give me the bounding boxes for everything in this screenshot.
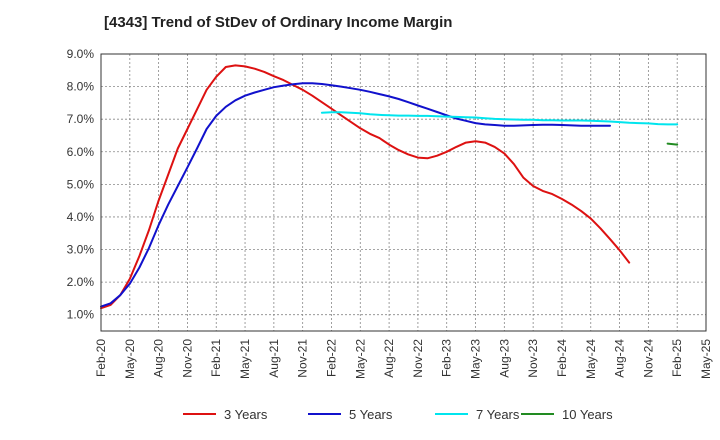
x-tick-label: Nov-23 — [526, 339, 540, 378]
x-tick-label: Feb-23 — [440, 339, 454, 377]
plot-frame — [100, 53, 707, 332]
x-tick-label: Aug-21 — [267, 339, 281, 378]
y-tick-label: 9.0% — [67, 47, 95, 61]
legend-label: 7 Years — [476, 407, 520, 422]
x-tick-label: Feb-25 — [670, 339, 684, 377]
x-tick-label: Aug-22 — [382, 339, 396, 378]
y-tick-label: 8.0% — [67, 80, 95, 94]
series-line-3-years — [100, 64, 631, 310]
x-tick-label: Aug-23 — [497, 339, 511, 378]
x-tick-label: Nov-22 — [411, 339, 425, 378]
x-tick-label: May-24 — [584, 339, 598, 379]
x-tick-label: Nov-20 — [180, 339, 194, 378]
x-tick-label: Feb-20 — [94, 339, 108, 377]
chart-title: [4343] Trend of StDev of Ordinary Income… — [104, 14, 453, 31]
series-line-5-years — [100, 82, 611, 308]
grid-layer — [101, 53, 706, 331]
x-tick-label: Feb-22 — [324, 339, 338, 377]
series-line-7-years — [320, 111, 679, 126]
y-tick-label: 2.0% — [67, 275, 95, 289]
y-tick-label: 1.0% — [67, 308, 95, 322]
x-tick-label: Nov-21 — [296, 339, 310, 378]
x-tick-label: Feb-24 — [555, 339, 569, 377]
legend-label: 5 Years — [349, 407, 393, 422]
x-tick-label: Aug-24 — [613, 339, 627, 378]
y-tick-label: 7.0% — [67, 112, 95, 126]
y-tick-label: 5.0% — [67, 177, 95, 191]
x-tick-label: Feb-21 — [209, 339, 223, 377]
legend-label: 10 Years — [562, 407, 613, 422]
x-tick-label: Nov-24 — [641, 339, 655, 378]
x-tick-label: May-22 — [353, 339, 367, 379]
x-tick-label: May-23 — [469, 339, 483, 379]
legend-label: 3 Years — [224, 407, 268, 422]
legend-layer: 3 Years 5 Years 7 Years 10 Years — [183, 407, 613, 422]
y-tick-label: 4.0% — [67, 210, 95, 224]
x-tick-label: May-21 — [238, 339, 252, 379]
y-tick-label: 6.0% — [67, 145, 95, 159]
series-line-10-years — [666, 142, 679, 146]
x-tick-label: May-20 — [123, 339, 137, 379]
y-tick-label: 3.0% — [67, 243, 95, 257]
x-tick-label: Aug-20 — [152, 339, 166, 378]
x-tick-label: May-25 — [699, 339, 713, 379]
series-layer — [100, 64, 679, 310]
axis-layer: Feb-20 May-20 Aug-20 Nov-20 Feb-21 May-21 Aug-… — [67, 47, 713, 379]
